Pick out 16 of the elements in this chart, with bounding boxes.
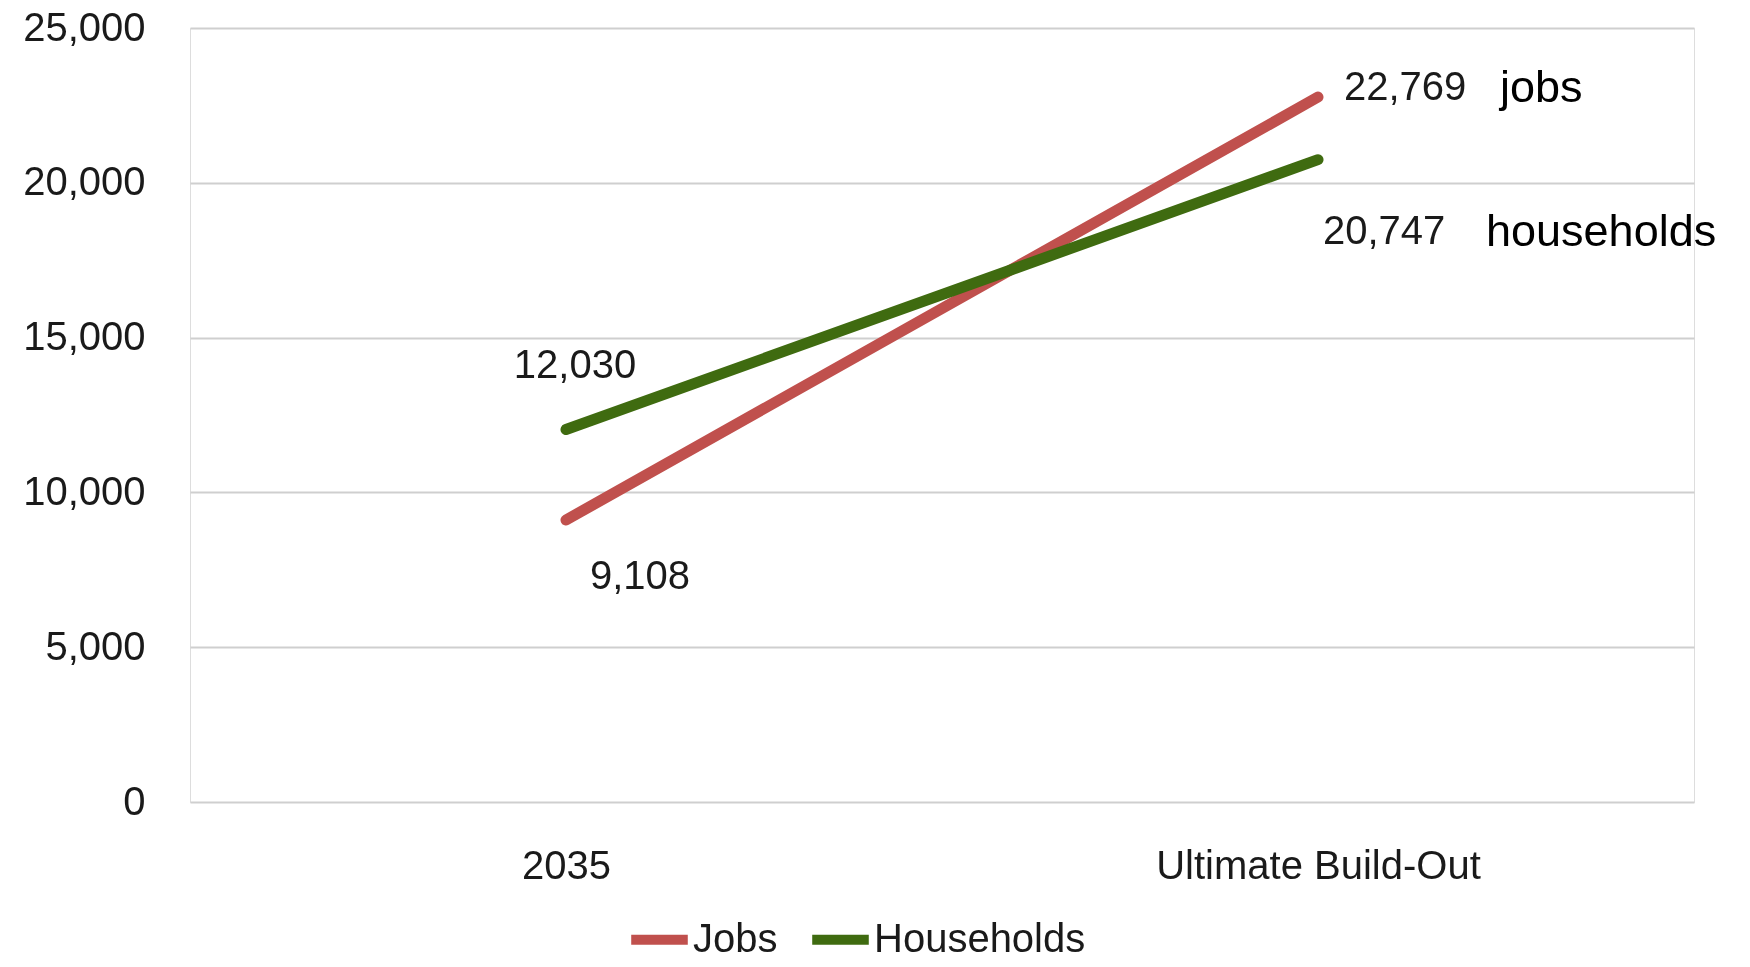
data-label: 20,747	[1323, 207, 1446, 252]
y-tick-label: 0	[123, 778, 146, 823]
y-tick-label: 5,000	[45, 623, 146, 668]
annotation: jobs	[1498, 61, 1583, 113]
x-tick-label: 2035	[522, 842, 611, 887]
legend-label: Jobs	[693, 915, 778, 960]
y-tick-label: 20,000	[23, 159, 146, 204]
data-label: 22,769	[1344, 64, 1467, 109]
y-tick-label: 15,000	[23, 314, 146, 359]
y-tick-label: 10,000	[23, 468, 146, 513]
y-tick-label: 25,000	[23, 4, 146, 49]
x-tick-label: Ultimate Build-Out	[1156, 842, 1481, 887]
annotation: households	[1486, 204, 1717, 256]
legend-label: Households	[874, 915, 1086, 960]
data-label: 9,108	[589, 553, 691, 598]
data-label: 12,030	[513, 341, 637, 386]
